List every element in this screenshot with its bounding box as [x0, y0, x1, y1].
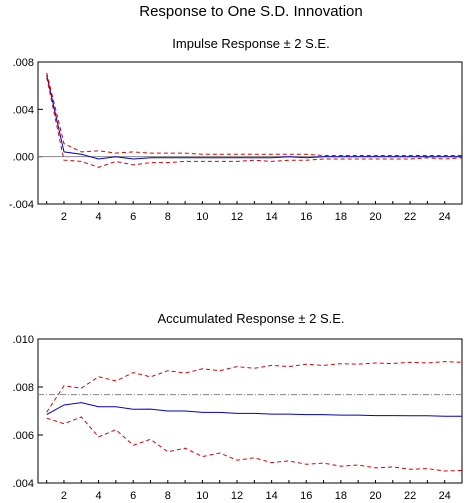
impulse-response-xtick-label: 8 [165, 211, 171, 223]
impulse-response-panel: Impulse Response ± 2 S.E. -.004 .000 .004.… [9, 36, 463, 223]
accumulated-response-title: Accumulated Response ± 2 S.E. [157, 311, 344, 326]
impulse-response-xtick-label: 14 [266, 211, 278, 223]
impulse-response-xtick-label: 18 [335, 211, 347, 223]
accumulated-response-upper-band-line [46, 361, 463, 413]
impulse-response-response-line [46, 74, 462, 160]
impulse-response-ytick-label: -.004 [9, 199, 34, 211]
impulse-response-xtick-label: 4 [96, 211, 102, 223]
impulse-response-xtick-label: 24 [439, 211, 451, 223]
impulse-response-xtick-label: 12 [231, 211, 243, 223]
impulse-response-xtick-label: 16 [300, 211, 312, 223]
accumulated-response-xtick-label: 22 [404, 490, 416, 502]
impulse-response-xtick-label: 2 [61, 211, 67, 223]
impulse-response-title: Impulse Response ± 2 S.E. [172, 36, 329, 51]
impulse-response-xtick-label: 20 [369, 211, 381, 223]
impulse-response-upper-band-line [46, 72, 462, 156]
impulse-response-plot-frame [37, 61, 463, 205]
impulse-response-ytick-label: .008 [13, 57, 34, 69]
figure-title: Response to One S.D. Innovation [139, 3, 362, 20]
accumulated-response-ytick-label: .008 [13, 382, 34, 394]
impulse-response-xtick-label: 6 [130, 211, 136, 223]
accumulated-response-xtick-label: 8 [165, 490, 171, 502]
impulse-response-ytick-label: .004 [13, 104, 34, 116]
accumulated-response-xtick-label: 10 [196, 490, 208, 502]
accumulated-response-lower-band-line [46, 416, 463, 472]
accumulated-response-xtick-label: 12 [231, 490, 243, 502]
accumulated-response-xtick-label: 18 [335, 490, 347, 502]
accumulated-response-response-line [46, 402, 462, 417]
accumulated-response-xtick-label: 2 [61, 490, 67, 502]
accumulated-response-ytick-label: .006 [13, 430, 34, 442]
impulse-response-ytick-label: .000 [13, 152, 34, 164]
accumulated-response-ytick-label: .010 [13, 334, 34, 346]
impulse-response-xtick-label: 10 [196, 211, 208, 223]
accumulated-response-xtick-label: 24 [439, 490, 451, 502]
accumulated-response-xtick-label: 16 [300, 490, 312, 502]
accumulated-response-xtick-label: 14 [266, 490, 278, 502]
accumulated-response-plot-frame [37, 338, 463, 484]
accumulated-response-xtick-label: 6 [130, 490, 136, 502]
accumulated-response-xtick-label: 20 [369, 490, 381, 502]
impulse-response-lower-band-line [46, 77, 463, 168]
accumulated-response-xtick-label: 4 [96, 490, 102, 502]
accumulated-response-panel: Accumulated Response ± 2 S.E. .004 .006 .0… [13, 311, 463, 502]
accumulated-response-ytick-label: .004 [13, 478, 34, 490]
impulse-response-xtick-label: 22 [404, 211, 416, 223]
